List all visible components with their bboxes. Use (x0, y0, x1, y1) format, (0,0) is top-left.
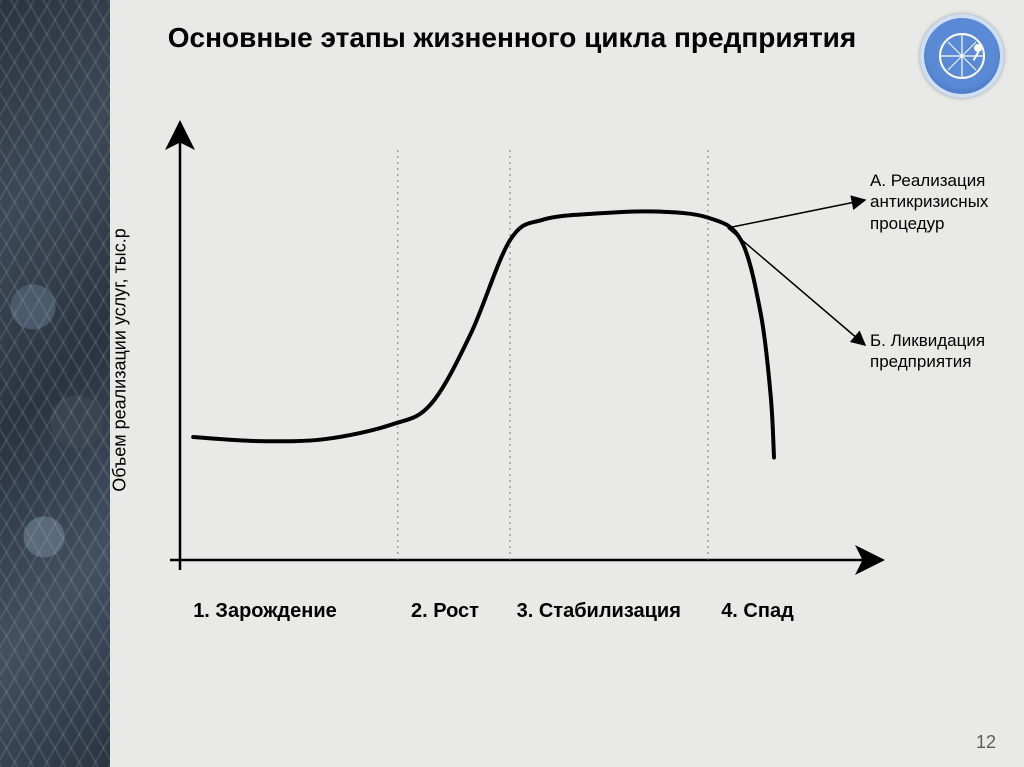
slide: Основные этапы жизненного цикла предприя… (0, 0, 1024, 767)
slide-title: Основные этапы жизненного цикла предприя… (120, 20, 904, 55)
side-decoration (0, 0, 110, 767)
stage-label: 3. Стабилизация (517, 600, 681, 623)
annotation-a: А. Реализацияантикризисныхпроцедур (870, 170, 988, 234)
annotation-b: Б. Ликвидацияпредприятия (870, 330, 985, 373)
stage-label: 4. Спад (721, 600, 794, 623)
y-axis-label: Объем реализации услуг, тыс.р (110, 228, 131, 492)
stage-label: 2. Рост (411, 600, 479, 623)
page-number: 12 (976, 732, 996, 753)
stage-label: 1. Зарождение (193, 600, 337, 623)
annotation-arrows (728, 200, 865, 345)
lifecycle-curve (193, 211, 774, 457)
chart-svg (150, 130, 880, 590)
lifecycle-chart: Объем реализации услуг, тыс.р (150, 130, 880, 590)
institution-logo-icon (920, 14, 1004, 98)
